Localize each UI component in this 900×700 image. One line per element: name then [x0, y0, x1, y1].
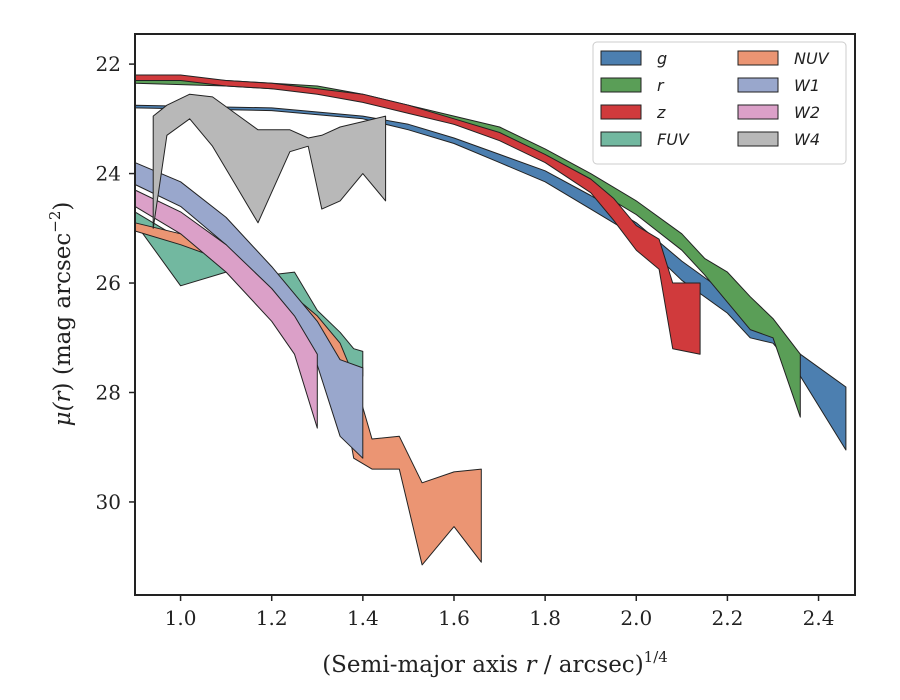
y-tick-label: 24 [96, 162, 121, 186]
x-tick-label: 1.8 [529, 606, 561, 630]
band-layer [134, 74, 847, 566]
x-axis-label: (Semi-major axis r / arcsec)1/4 [322, 648, 668, 678]
legend-label-g: g [657, 49, 667, 68]
legend-swatch-r [600, 77, 642, 93]
band-w4 [152, 93, 387, 229]
legend-label-w2: W2 [794, 103, 820, 122]
legend-swatch-g [600, 50, 642, 66]
legend-label-fuv: FUV [657, 130, 690, 149]
x-axis: 1.0 1.2 1.4 1.6 1.8 2.0 2.2 2.4 [165, 595, 835, 630]
legend-label-w1: W1 [794, 76, 820, 95]
legend-swatch-fuv [600, 131, 642, 147]
legend-label-w4: W4 [794, 130, 820, 149]
x-tick-label: 1.0 [165, 606, 197, 630]
plot-frame [134, 33, 856, 596]
legend-swatch-w2 [737, 104, 779, 120]
y-tick-label: 22 [96, 52, 121, 76]
y-axis: 22 24 26 28 30 [96, 52, 135, 514]
band-z [134, 74, 701, 355]
legend-label-z: z [656, 103, 666, 122]
y-tick-label: 26 [96, 271, 121, 295]
legend-swatch-w4 [737, 131, 779, 147]
legend-label-r: r [657, 76, 665, 95]
legend-swatch-z [600, 104, 642, 120]
x-tick-label: 2.0 [620, 606, 652, 630]
x-tick-label: 1.6 [438, 606, 470, 630]
x-tick-label: 2.2 [711, 606, 743, 630]
y-tick-label: 30 [96, 490, 121, 514]
x-tick-label: 1.4 [347, 606, 379, 630]
y-axis-label: μ(r) (mag arcsec−2) [46, 202, 76, 427]
x-tick-label: 2.4 [803, 606, 835, 630]
legend: grz FUV NUV W1 W2 W4 [592, 41, 847, 165]
band-g [134, 104, 847, 451]
x-tick-label: 1.2 [256, 606, 288, 630]
legend-swatch-w1 [737, 77, 779, 93]
legend-box [592, 41, 847, 165]
legend-swatch-nuv [737, 50, 779, 66]
y-tick-label: 28 [96, 380, 121, 404]
legend-label-nuv: NUV [794, 49, 830, 68]
